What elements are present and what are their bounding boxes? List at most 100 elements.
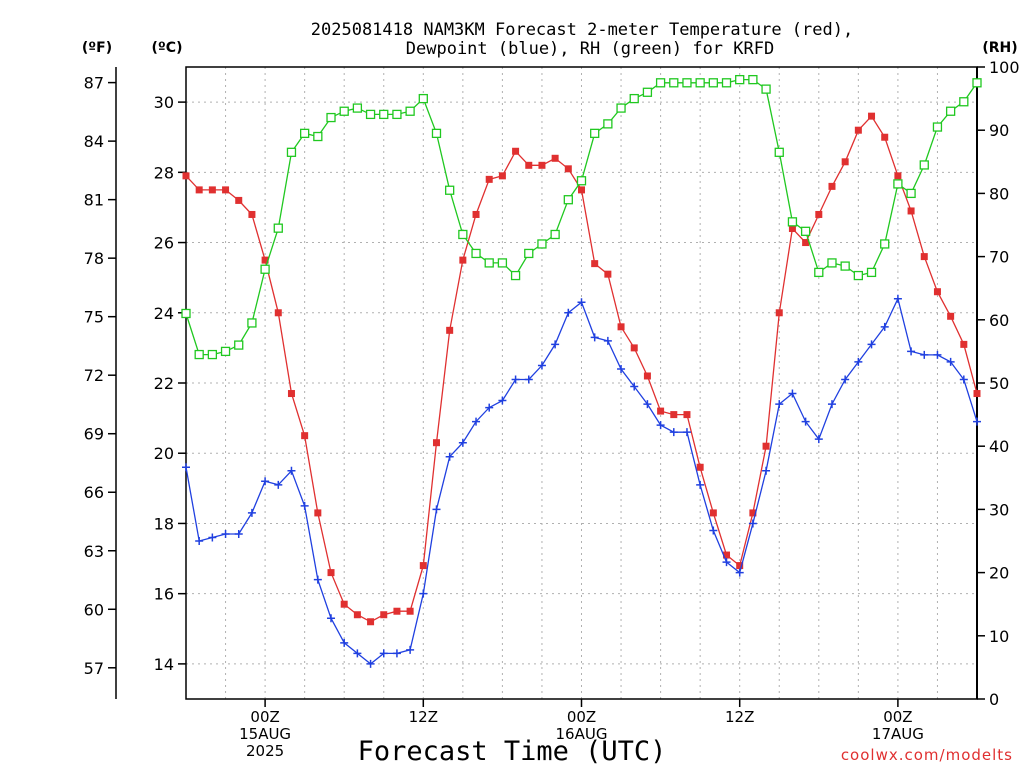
- fahrenheit-tick-label: 69: [84, 425, 104, 444]
- x-tick-label: 2025: [246, 742, 284, 760]
- temperature-point: [828, 182, 836, 190]
- temperature-point: [617, 323, 625, 331]
- rh-point: [550, 229, 560, 240]
- rh-point: [365, 109, 376, 120]
- chart-title-line-2: Dewpoint (blue), RH (green) for KRFD: [406, 39, 774, 59]
- rh-tick-label: 70: [989, 248, 1009, 267]
- dewpoint-point: [630, 382, 639, 391]
- dewpoint-point: [208, 533, 217, 542]
- dewpoint-point: [920, 350, 929, 359]
- rh-tick-label: 90: [989, 121, 1009, 140]
- temperature-point: [709, 509, 717, 517]
- x-tick-label: 00Z: [883, 708, 912, 726]
- rh-tick-label: 20: [989, 564, 1009, 583]
- temperature-point: [815, 210, 823, 218]
- rh-point: [379, 109, 389, 120]
- temperature-point: [841, 158, 849, 166]
- dewpoint-point: [709, 526, 718, 535]
- dewpoint-point: [498, 396, 507, 405]
- celsius-tick-label: 26: [154, 234, 174, 253]
- rh-tick-label: 30: [989, 500, 1009, 519]
- dewpoint-point: [221, 529, 230, 538]
- fahrenheit-tick-label: 63: [84, 542, 104, 561]
- dewpoint-point: [300, 501, 309, 510]
- rh-tick-label: 0: [989, 690, 999, 709]
- dewpoint-point: [603, 336, 612, 345]
- dewpoint-point: [788, 389, 797, 398]
- grid-lines: [186, 67, 977, 699]
- rh-point: [484, 258, 494, 268]
- x-tick-label: 15AUG: [239, 725, 291, 743]
- rh-point: [299, 128, 310, 139]
- dewpoint-point: [669, 428, 678, 437]
- celsius-tick-label: 20: [154, 444, 174, 463]
- temperature-point: [736, 562, 744, 570]
- temperature-point: [947, 312, 955, 320]
- temperature-point: [287, 390, 295, 398]
- rh-point: [721, 78, 732, 88]
- temperature-point: [195, 186, 203, 194]
- temperature-point: [538, 161, 546, 169]
- x-tick-label: 12Z: [725, 708, 754, 726]
- rh-point: [866, 267, 877, 278]
- dewpoint-point: [880, 322, 889, 331]
- rh-point: [840, 261, 850, 271]
- celsius-tick-label: 14: [154, 655, 174, 674]
- rh-tick-label: 100: [989, 58, 1020, 77]
- dewpoint-point: [379, 649, 388, 658]
- chart-title-line-1: 2025081418 NAM3KM Forecast 2-meter Tempe…: [311, 20, 853, 40]
- dewpoint-point: [827, 400, 836, 409]
- dewpoint-point: [340, 638, 349, 647]
- dewpoint-point: [907, 347, 916, 356]
- rh-point: [748, 74, 758, 85]
- temperature-point: [314, 509, 322, 517]
- temperature-point: [419, 562, 427, 570]
- rh-point: [774, 147, 784, 157]
- rh-point: [563, 195, 573, 205]
- dewpoint-point: [182, 463, 190, 472]
- dewpoint-point: [313, 575, 322, 584]
- rh-point: [339, 106, 349, 116]
- x-tick-label: 12Z: [409, 708, 438, 726]
- rh-point: [286, 147, 297, 157]
- dewpoint-point: [762, 466, 771, 475]
- temperature-point: [933, 288, 941, 296]
- temperature-point: [960, 340, 968, 348]
- temperature-point: [696, 463, 704, 471]
- rh-point: [273, 223, 283, 233]
- rh-point: [827, 258, 837, 268]
- rh-point: [247, 318, 257, 328]
- dewpoint-point: [445, 452, 454, 461]
- temperature-point: [551, 154, 559, 162]
- rh-point: [510, 270, 521, 281]
- rh-point: [642, 87, 653, 97]
- rh-point: [405, 106, 415, 116]
- temperature-point: [301, 432, 309, 440]
- temperature-point: [235, 196, 243, 204]
- rh-point: [880, 239, 890, 249]
- dewpoint-point: [617, 364, 626, 373]
- dewpoint-point: [485, 403, 494, 412]
- dewpoint-point: [472, 417, 481, 426]
- rh-point: [814, 267, 824, 278]
- rh-tick-label: 40: [989, 437, 1009, 456]
- rh-point: [576, 176, 587, 186]
- rh-point: [234, 340, 244, 350]
- fahrenheit-tick-label: 75: [84, 308, 104, 327]
- dewpoint-point: [458, 438, 467, 447]
- chart-title: 2025081418 NAM3KM Forecast 2-meter Tempe…: [311, 20, 853, 59]
- x-tick-label: 16AUG: [556, 725, 608, 743]
- axes: [108, 66, 985, 707]
- temperature-point: [261, 256, 269, 264]
- temperature-point: [432, 439, 440, 447]
- temperature-point: [788, 225, 796, 233]
- fahrenheit-unit-label: (ºF): [82, 40, 112, 56]
- dewpoint-point: [748, 519, 757, 528]
- temperature-point: [340, 600, 348, 608]
- dewpoint-point: [247, 508, 256, 517]
- rh-tick-label: 80: [989, 184, 1009, 203]
- rh-point: [471, 248, 481, 259]
- dewpoint-point: [551, 340, 560, 349]
- dewpoint-point: [735, 568, 744, 577]
- temperature-point: [670, 411, 678, 419]
